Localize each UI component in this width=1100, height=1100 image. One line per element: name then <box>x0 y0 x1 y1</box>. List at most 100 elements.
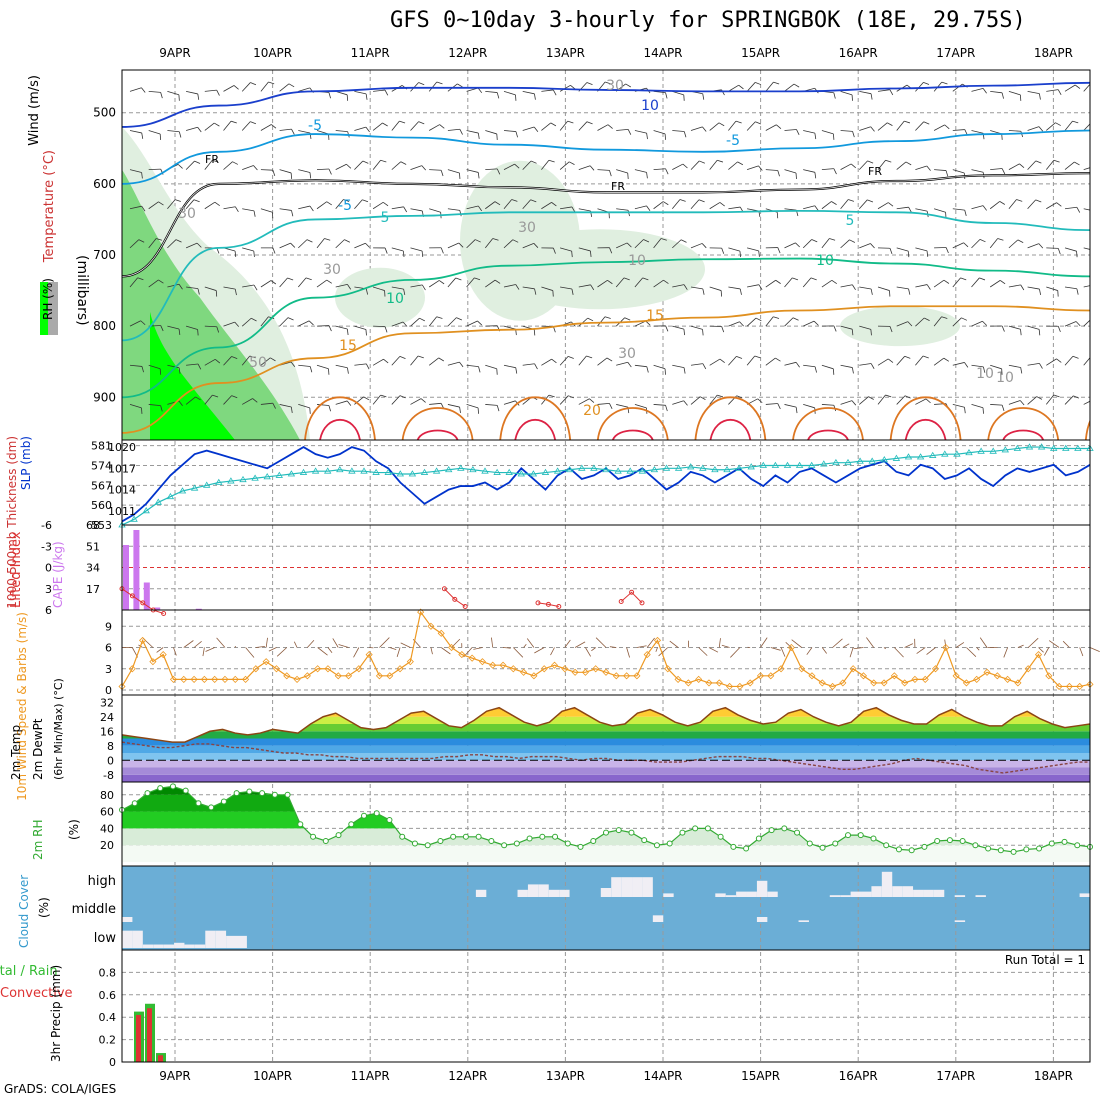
wind-barb <box>672 325 685 330</box>
isotherm-20 <box>499 396 572 440</box>
wind-barb <box>260 208 273 213</box>
wind-barb-flag <box>810 277 817 281</box>
wind-barb <box>560 206 573 210</box>
wind-barb-flag <box>814 172 817 179</box>
wind-barb-flag <box>548 159 555 163</box>
wind-speed-point <box>726 682 734 691</box>
x-tick-top: 16APR <box>839 46 878 60</box>
wind-barb-flag <box>418 121 425 125</box>
y-tick-left: 6 <box>45 604 52 617</box>
wind-barb <box>503 199 512 210</box>
wind-barb-flag <box>477 87 483 94</box>
wind-barb <box>859 396 869 405</box>
wind-speed-point <box>509 665 517 673</box>
rh-point <box>169 783 176 790</box>
wind-barb <box>915 355 924 366</box>
wind-barb-flag <box>478 366 481 373</box>
wind-speed-point <box>231 675 239 683</box>
wind-barb-flag <box>365 242 370 248</box>
wind-barb <box>338 644 349 648</box>
wind-barb <box>915 398 927 405</box>
thickness-point <box>1013 444 1022 451</box>
rh-point <box>284 791 291 798</box>
rh-point <box>1036 845 1043 852</box>
wind-barb-flag <box>773 316 780 319</box>
cloud-unit: (%) <box>37 897 51 918</box>
wind-barb <box>1017 644 1024 648</box>
wind-barb-flag <box>1020 367 1023 374</box>
wind-barb <box>1008 199 1017 210</box>
wind-barb-flag <box>1072 355 1079 359</box>
wind-barb-flag <box>1057 326 1061 333</box>
wind-barb-flag <box>999 280 1006 285</box>
wind-barb-flag <box>212 159 219 163</box>
wind-barb-flag <box>346 328 349 336</box>
thickness-point <box>239 475 247 483</box>
isotherm-fr-inner <box>122 172 1090 277</box>
wind-barb-flag <box>623 277 630 281</box>
wind-barb <box>690 243 703 249</box>
wind-barb <box>410 165 422 170</box>
wind-barb <box>534 647 545 654</box>
wind-barb-flag <box>663 279 669 284</box>
wind-barb-flag <box>365 329 367 336</box>
wind-barb <box>255 646 265 648</box>
wind-barb <box>990 364 1002 370</box>
wind-speed-point <box>272 665 281 673</box>
wind-barb-flag <box>606 357 613 362</box>
wind-barb-flag <box>907 321 913 327</box>
thickness-point <box>348 467 356 474</box>
wind-barb-flag <box>758 250 760 257</box>
thickness-point <box>202 481 211 488</box>
wind-barb <box>396 647 401 658</box>
rh-point <box>743 845 750 852</box>
wind-barb <box>298 87 310 92</box>
wind-barb-flag <box>214 201 220 207</box>
wind-barb-flag <box>362 199 369 203</box>
rh-band <box>122 845 1090 862</box>
wind-barb-flag <box>831 201 837 205</box>
wind-barb-flag <box>551 202 557 207</box>
wind-barb <box>372 394 381 405</box>
wind-barb-flag <box>365 126 370 133</box>
wind-barb-flag <box>1074 161 1080 166</box>
thickness-point <box>553 467 562 474</box>
thickness-point <box>275 471 284 478</box>
thickness-point <box>953 450 961 457</box>
li-point <box>639 600 645 606</box>
wind-barb-flag <box>870 288 873 295</box>
credit-text: GrADS: COLA/IGES <box>4 1082 117 1096</box>
wind-barb-flag <box>571 251 573 258</box>
wind-barb-flag <box>777 247 781 254</box>
wind-barb <box>990 168 1003 171</box>
cloud-bar-high <box>632 877 643 897</box>
wind-barb <box>1027 199 1036 210</box>
wind-barb-flag <box>719 202 725 207</box>
rh-band <box>122 811 1090 829</box>
wind-barb <box>354 325 367 330</box>
wind-barb-flag <box>456 317 463 321</box>
wind-barb <box>502 647 511 649</box>
wind-barb-flag <box>178 400 183 407</box>
legend-rh: RH (%) <box>41 278 55 320</box>
wind-barb-flag <box>1001 168 1006 175</box>
wind-speed-point <box>921 675 929 683</box>
wind-barb-flag <box>326 279 332 284</box>
thickness-point <box>771 461 780 468</box>
wind-barb <box>821 279 833 288</box>
wind-barb-flag <box>660 238 667 241</box>
wind-barb <box>1083 167 1090 170</box>
wind-barb <box>578 208 591 212</box>
wind-barb <box>526 638 535 648</box>
wind-barb <box>896 247 909 252</box>
wind-barb-flag <box>773 81 780 85</box>
wind-barb <box>428 280 440 288</box>
wind-barb <box>955 642 965 648</box>
wind-barb <box>559 120 568 131</box>
rh-point <box>845 832 851 839</box>
wind-barb <box>690 396 701 405</box>
rh-point <box>348 821 355 828</box>
wind-barb-flag <box>287 277 294 281</box>
contour-label: FR <box>205 153 219 166</box>
wind-barb-flag <box>399 395 406 399</box>
